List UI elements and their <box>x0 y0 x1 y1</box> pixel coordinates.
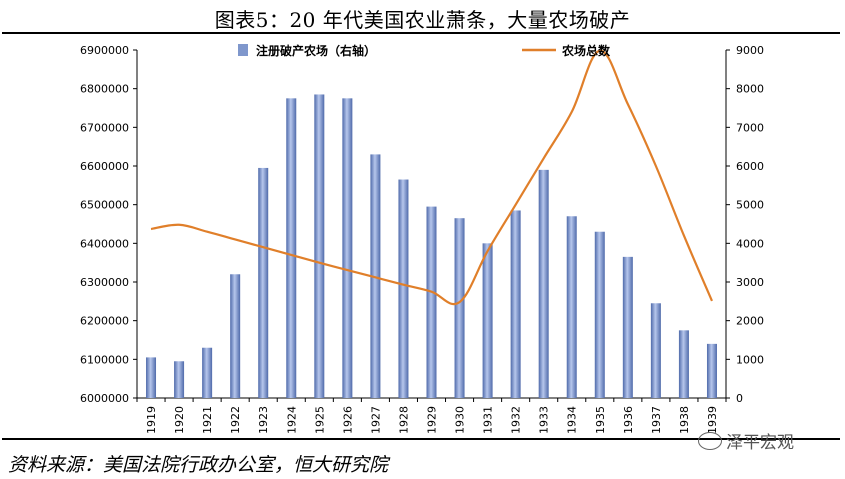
x-tick-label: 1924 <box>285 406 298 434</box>
right-tick-label: 6000 <box>736 160 764 173</box>
left-tick-label: 6300000 <box>80 276 129 289</box>
x-tick-label: 1934 <box>566 406 579 434</box>
wechat-icon <box>698 431 722 450</box>
bar-1931 <box>482 243 493 398</box>
left-tick-label: 6700000 <box>80 121 129 134</box>
watermark-text: 泽平宏观 <box>726 433 794 453</box>
x-tick-label: 1932 <box>510 406 523 434</box>
bar-1921 <box>202 347 213 398</box>
bar-1926 <box>342 98 353 398</box>
chart-title: 图表5：20 年代美国农业萧条，大量农场破产 <box>214 8 631 32</box>
right-tick-label: 9000 <box>736 44 764 57</box>
chart: 6000000 6100000 6200000 6300000 6400000 65000… <box>80 43 764 434</box>
right-tick-label: 8000 <box>736 83 764 96</box>
x-tick-label: 1922 <box>229 406 242 434</box>
x-tick-label: 1930 <box>454 406 467 434</box>
bar-1927 <box>370 154 381 398</box>
legend-bar-label: 注册破产农场（右轴） <box>256 43 376 58</box>
x-tick-label: 1936 <box>622 406 635 434</box>
x-tick-label: 1933 <box>538 406 551 434</box>
bar-series <box>146 94 717 398</box>
left-tick-label: 6500000 <box>80 199 129 212</box>
bar-1924 <box>286 98 297 398</box>
bar-1932 <box>510 210 521 398</box>
x-tick-label: 1939 <box>706 406 719 434</box>
bar-1919 <box>146 357 157 398</box>
bar-1933 <box>538 169 549 398</box>
left-tick-label: 6200000 <box>80 315 129 328</box>
x-tick-label: 1927 <box>369 406 382 434</box>
top-rule <box>2 32 840 34</box>
right-tick-label: 0 <box>736 392 743 405</box>
x-tick-label: 1938 <box>678 406 691 434</box>
left-tick-label: 6100000 <box>80 353 129 366</box>
left-tick-label: 6000000 <box>80 392 129 405</box>
right-tick-label: 2000 <box>736 315 764 328</box>
x-tick-label: 1935 <box>594 406 607 434</box>
left-tick-label: 6800000 <box>80 83 129 96</box>
bar-1925 <box>314 94 325 398</box>
left-tick-label: 6400000 <box>80 237 129 250</box>
bar-1938 <box>678 330 689 398</box>
bar-1922 <box>230 274 241 398</box>
bar-1935 <box>594 231 605 398</box>
bar-1923 <box>258 167 269 398</box>
legend: 注册破产农场（右轴） 农场总数 <box>238 43 611 58</box>
bar-1936 <box>622 256 633 398</box>
x-tick-label: 1929 <box>426 406 439 434</box>
right-tick-label: 3000 <box>736 276 764 289</box>
bar-1937 <box>650 303 661 398</box>
right-tick-label: 1000 <box>736 353 764 366</box>
right-axis-ticks: 0 1000 2000 3000 4000 5000 6000 7000 8000 9000 <box>726 44 764 405</box>
x-axis-ticks: 1919 1920 1921 1922 1923 1924 1925 1926 1927 1928… <box>136 398 727 434</box>
x-tick-label: 1928 <box>397 406 410 434</box>
left-tick-label: 6900000 <box>80 44 129 57</box>
right-tick-label: 7000 <box>736 121 764 134</box>
x-tick-label: 1926 <box>341 406 354 434</box>
right-tick-label: 5000 <box>736 199 764 212</box>
right-tick-label: 4000 <box>736 237 764 250</box>
farm-total-line <box>150 49 713 306</box>
x-tick-label: 1921 <box>201 406 214 434</box>
legend-bar-swatch <box>238 44 248 56</box>
bar-1934 <box>566 216 577 398</box>
watermark: 泽平宏观 <box>698 428 794 453</box>
x-tick-label: 1937 <box>650 406 663 434</box>
bar-1920 <box>174 361 185 398</box>
x-tick-label: 1931 <box>482 406 495 434</box>
x-tick-label: 1923 <box>257 406 270 434</box>
line-series <box>150 49 713 306</box>
bar-1929 <box>426 206 437 398</box>
source-note: 资料来源：美国法院行政办公室，恒大研究院 <box>8 454 389 476</box>
x-tick-label: 1925 <box>313 406 326 434</box>
left-tick-label: 6600000 <box>80 160 129 173</box>
bar-1928 <box>398 179 409 398</box>
x-tick-label: 1919 <box>145 406 158 434</box>
left-axis-ticks: 6000000 6100000 6200000 6300000 6400000 65000… <box>80 44 137 405</box>
bottom-rule <box>2 438 840 440</box>
legend-line-label: 农场总数 <box>561 43 611 58</box>
bar-1930 <box>454 218 465 398</box>
bar-1939 <box>706 343 717 398</box>
x-tick-label: 1920 <box>173 406 186 434</box>
